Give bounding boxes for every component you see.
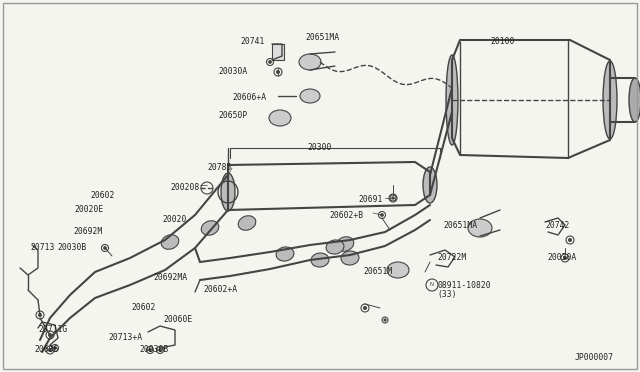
Text: 20691: 20691 [358, 196, 383, 205]
Text: 20020E: 20020E [75, 205, 104, 215]
Text: 20713+A: 20713+A [109, 334, 143, 343]
Text: 20602+B: 20602+B [330, 211, 364, 219]
Ellipse shape [276, 247, 294, 261]
Ellipse shape [468, 219, 492, 237]
Text: 20785: 20785 [207, 164, 232, 173]
Text: 20742: 20742 [545, 221, 570, 230]
Circle shape [563, 256, 566, 260]
Ellipse shape [326, 240, 344, 254]
Ellipse shape [201, 221, 219, 235]
Circle shape [38, 313, 42, 317]
Text: 20651MA: 20651MA [305, 33, 339, 42]
Text: 200208: 200208 [171, 183, 200, 192]
Text: 20020: 20020 [162, 215, 186, 224]
Text: 20711G: 20711G [38, 326, 67, 334]
Circle shape [49, 349, 52, 352]
Circle shape [392, 197, 394, 199]
Ellipse shape [336, 237, 354, 251]
Text: 20602: 20602 [132, 304, 156, 312]
Text: 20602: 20602 [91, 190, 115, 199]
Text: (33): (33) [437, 291, 456, 299]
Ellipse shape [269, 110, 291, 126]
Circle shape [384, 319, 386, 321]
Circle shape [159, 349, 161, 352]
Text: 20651MA: 20651MA [444, 221, 478, 230]
Circle shape [49, 333, 52, 337]
Text: 20741: 20741 [241, 38, 265, 46]
Text: 08911-10820: 08911-10820 [437, 280, 491, 289]
Ellipse shape [300, 89, 320, 103]
Text: 20606: 20606 [34, 346, 58, 355]
Ellipse shape [629, 78, 640, 122]
Text: 20713: 20713 [30, 244, 54, 253]
Circle shape [381, 214, 383, 217]
Ellipse shape [311, 253, 329, 267]
Text: 20692M: 20692M [74, 228, 103, 237]
Circle shape [54, 347, 56, 349]
Text: 20030B: 20030B [58, 244, 87, 253]
Circle shape [568, 238, 572, 241]
Circle shape [364, 307, 367, 310]
Circle shape [104, 247, 106, 249]
Text: 20030A: 20030A [547, 253, 576, 263]
Ellipse shape [423, 167, 437, 203]
Circle shape [148, 349, 152, 352]
Text: 20060E: 20060E [163, 315, 192, 324]
Text: 20651M: 20651M [364, 267, 393, 276]
Ellipse shape [341, 251, 359, 265]
Ellipse shape [221, 173, 235, 211]
Text: 20030A: 20030A [219, 67, 248, 77]
Text: 20602+A: 20602+A [203, 285, 237, 295]
Ellipse shape [299, 54, 321, 70]
Circle shape [276, 70, 280, 74]
Text: JP000007: JP000007 [575, 353, 614, 362]
Ellipse shape [387, 262, 409, 278]
Text: 20650P: 20650P [219, 112, 248, 121]
Ellipse shape [238, 216, 256, 230]
Text: 20692MA: 20692MA [154, 273, 188, 282]
Ellipse shape [161, 235, 179, 249]
Ellipse shape [446, 55, 458, 145]
Text: N: N [430, 282, 434, 288]
Text: 20030B: 20030B [140, 346, 168, 355]
Text: 20100: 20100 [490, 38, 515, 46]
Bar [272, 44, 284, 60]
Text: 20606+A: 20606+A [233, 93, 267, 103]
Text: 20300: 20300 [308, 144, 332, 153]
Ellipse shape [603, 61, 617, 139]
Text: 20722M: 20722M [437, 253, 467, 263]
Circle shape [269, 61, 271, 63]
